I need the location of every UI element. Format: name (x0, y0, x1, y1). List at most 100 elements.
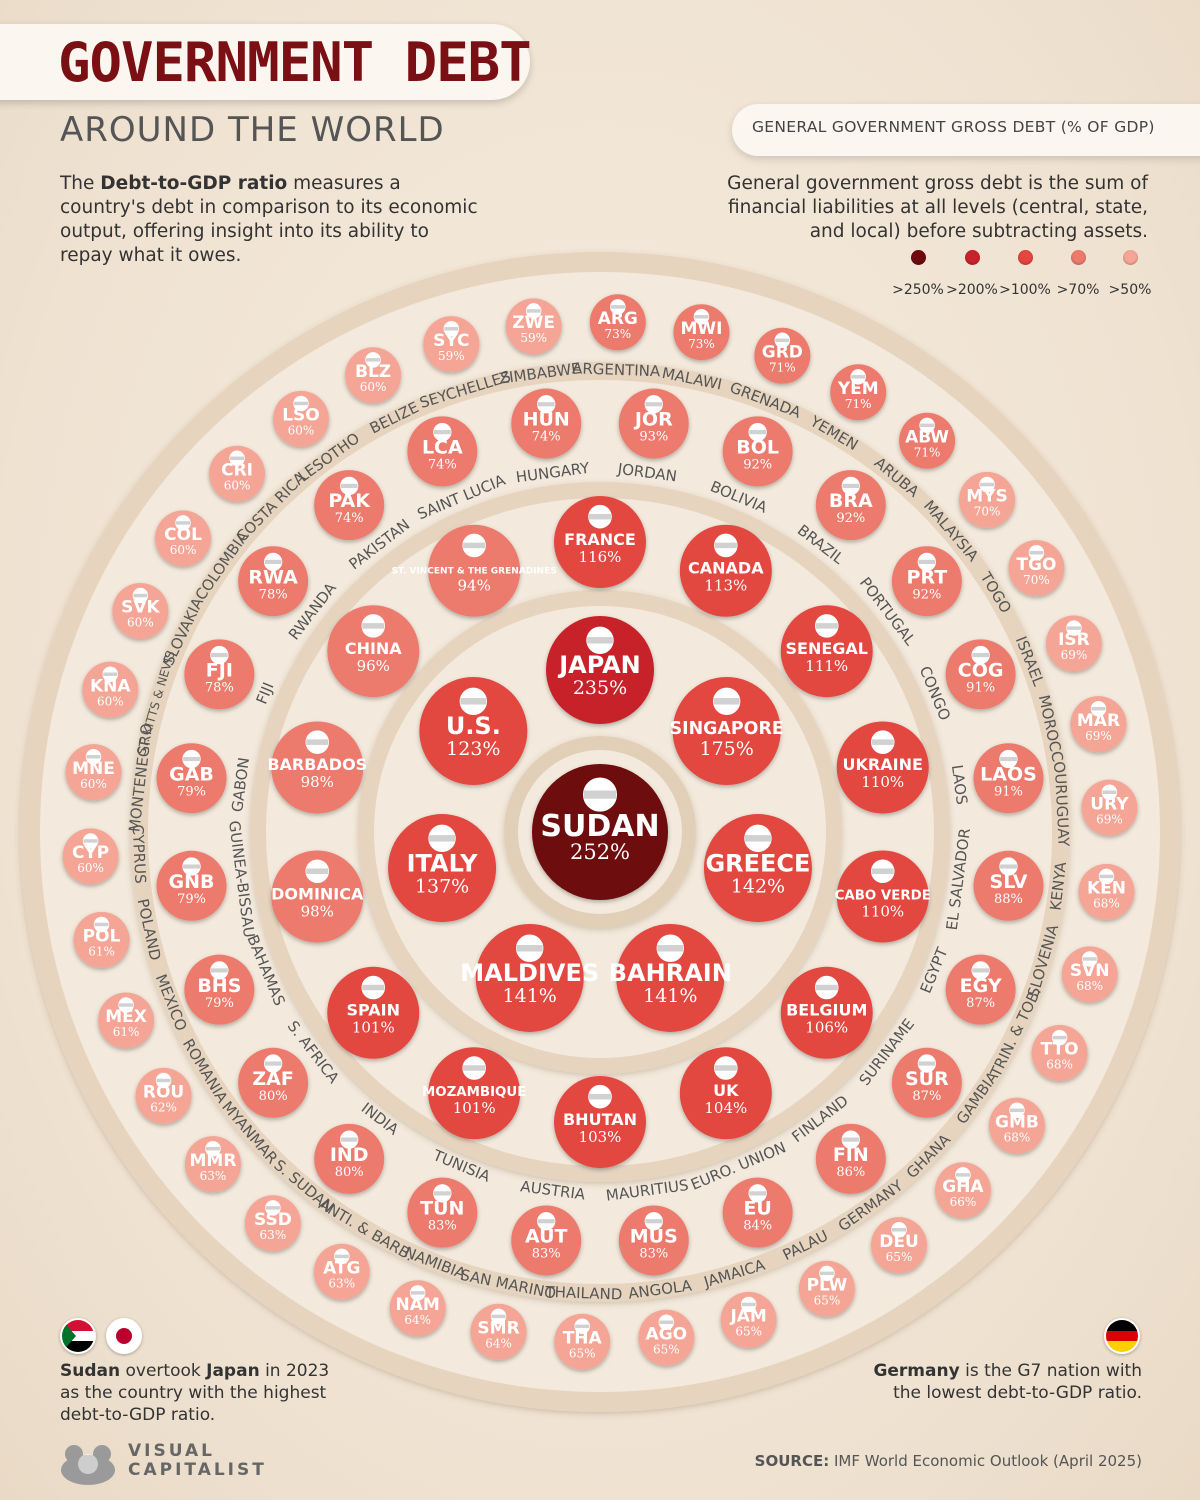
bubble-label: TGO (1016, 555, 1056, 575)
flag-stripe (463, 1065, 486, 1071)
flag-icon (293, 395, 309, 412)
bubble-label: MOZAMBIQUE (422, 1085, 526, 1100)
source-label: SOURCE: (754, 1452, 830, 1470)
bubble-label: SYC (433, 331, 469, 351)
flag-stripe (1000, 864, 1017, 869)
flag-stripe (955, 1173, 970, 1177)
bubble-value: 111% (805, 657, 848, 675)
sudan-flag-icon (60, 1318, 96, 1354)
country-name: CYPRUS (129, 824, 150, 884)
bubble-circle (945, 954, 1016, 1025)
bubble-value: 141% (643, 985, 697, 1007)
flag-icon (870, 730, 895, 754)
bubble-label: LCA (422, 436, 463, 458)
flag-stripe (83, 839, 98, 843)
flag-stripe (588, 513, 612, 520)
flag-stripe (429, 835, 456, 842)
bubble-label: ISR (1058, 630, 1090, 650)
flag-stripe (842, 483, 860, 488)
flag-icon (305, 730, 330, 754)
flag-stripe (460, 698, 487, 705)
flag-icon (305, 859, 330, 884)
bubble-label: SVK (121, 598, 160, 618)
flag-icon (462, 533, 486, 558)
bubble-value: 98% (301, 902, 334, 920)
bubble-value: 60% (360, 380, 387, 394)
flag-icon (744, 824, 772, 853)
flag-stripe (1091, 706, 1106, 711)
flag-icon (265, 1200, 281, 1216)
flag-icon (1098, 868, 1115, 885)
bubble-value: 113% (704, 576, 747, 594)
bubble-label: JOR (633, 409, 673, 431)
bubble-value: 83% (428, 1219, 457, 1234)
flag-stripe (362, 984, 385, 991)
bubble-circle (891, 1047, 962, 1118)
flag-stripe (749, 430, 767, 435)
bubble-circle (271, 721, 364, 814)
bubble-circle (184, 639, 255, 710)
bubble-value: 64% (485, 1336, 512, 1350)
bubble-value: 65% (569, 1346, 596, 1360)
bubble-value: 91% (966, 680, 995, 695)
flag-icon (365, 352, 381, 368)
bubble-label: ARG (598, 309, 638, 329)
flag-icon (462, 1056, 486, 1080)
bubble-value: 142% (731, 875, 785, 897)
flag-icon (409, 1285, 426, 1301)
flag-icon (712, 687, 741, 716)
visual-capitalist-logo: VISUAL CAPITALIST (58, 1440, 268, 1486)
bubble-circle (554, 1313, 611, 1370)
flag-icon (850, 369, 866, 385)
bubble-label: SMR (477, 1318, 519, 1338)
bubble-label: MWI (680, 319, 722, 339)
bubble-value: 65% (814, 1293, 841, 1307)
bubble-circle (836, 850, 929, 943)
logo-line1: VISUAL (128, 1441, 215, 1461)
country-name: THAILAND (544, 1283, 622, 1304)
bubble-circle (830, 364, 887, 421)
bubble-value: 60% (97, 694, 124, 708)
flag-stripe (537, 1219, 555, 1224)
bubble-label: PAK (328, 490, 371, 512)
bubble-circle (428, 524, 521, 617)
bubble-label: ZAF (252, 1068, 293, 1090)
flag-stripe (366, 358, 381, 362)
flag-stripe (103, 672, 118, 676)
bubble-value: 68% (1093, 897, 1120, 911)
flag-stripe (537, 402, 555, 407)
bubble-value: 87% (912, 1089, 941, 1104)
flag-stripe (156, 1078, 171, 1083)
flag-icon (210, 645, 229, 665)
flag-stripe (1066, 626, 1081, 630)
flag-icon (891, 1221, 907, 1238)
bubble-value: 104% (704, 1099, 747, 1117)
flag-stripe (714, 1065, 737, 1071)
bubble-circle (388, 814, 497, 923)
bubble-value: 59% (520, 331, 547, 345)
flag-icon (525, 303, 542, 319)
flag-stripe (892, 1227, 907, 1232)
bubble-circle (891, 546, 962, 617)
flag-icon (841, 1130, 860, 1149)
bubble-value: 60% (224, 478, 251, 492)
source-credit: SOURCE: IMF World Economic Outlook (Apri… (600, 1452, 1142, 1470)
legend-dot (1070, 250, 1086, 265)
country-bubble: U.S.123% (419, 676, 528, 785)
bubble-label: FRANCE (564, 530, 636, 549)
bubble-circle (616, 923, 725, 1032)
flag-stripe (694, 315, 709, 319)
bubble-label: KEN (1087, 879, 1126, 899)
flag-icon (955, 1167, 971, 1183)
